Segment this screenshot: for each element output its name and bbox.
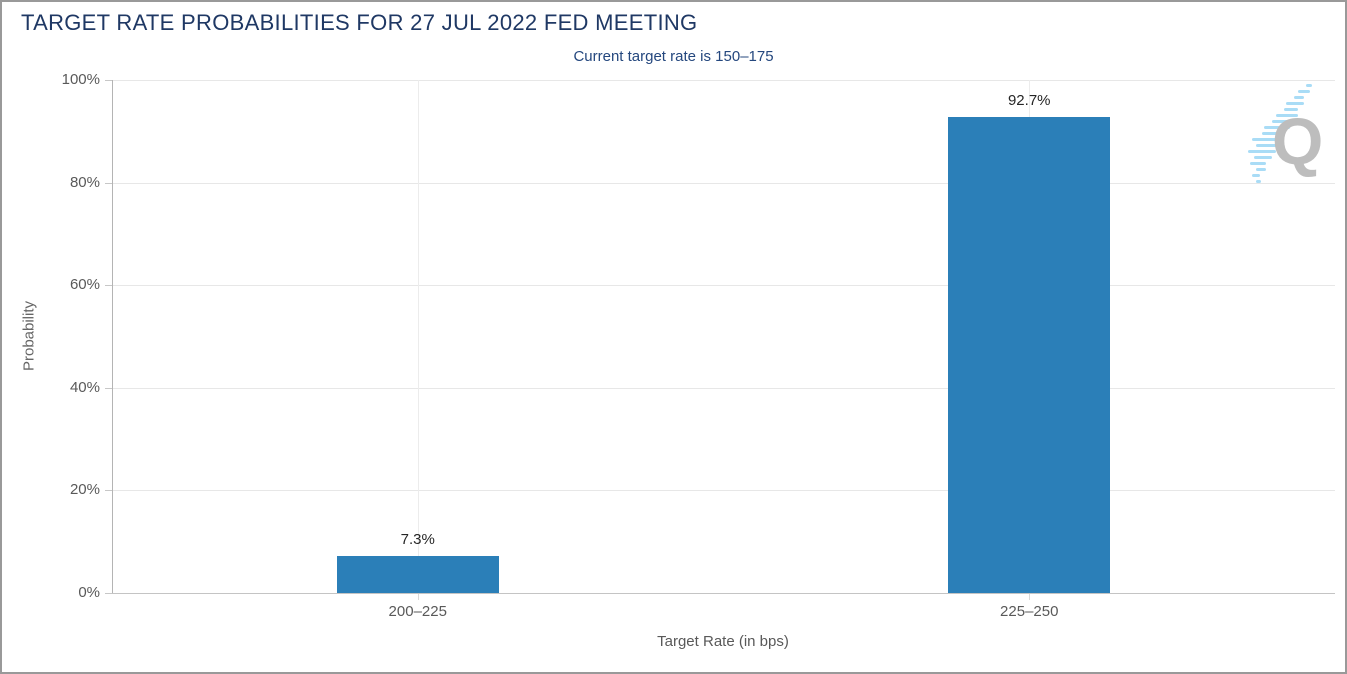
gridline-vertical [417,80,419,593]
bar-200–225 [336,555,499,593]
gridline-horizontal [112,387,1335,389]
y-tick-label: 100% [61,71,100,88]
gridline-horizontal [112,490,1335,492]
y-axis-tick [105,285,112,287]
gridline-horizontal [112,285,1335,287]
x-axis-tick [1029,594,1031,600]
y-tick-label: 60% [69,276,100,294]
y-tick-label: 80% [69,173,100,191]
x-axis-tick [417,594,419,600]
gridline-horizontal [112,182,1335,184]
quikstrike-watermark-logo: Q [1242,82,1342,194]
y-tick-label: 20% [69,481,100,499]
chart-title: TARGET RATE PROBABILITIES FOR 27 JUL 202… [21,10,698,35]
x-axis-title: Target Rate (in bps) [657,633,789,650]
y-tick-label: 40% [69,378,100,396]
y-axis-tick [105,490,112,492]
bar-value-label: 7.3% [400,530,435,548]
x-axis-baseline [112,593,1335,594]
y-tick-label: 0% [78,584,100,601]
q-logo-letter: Q [1272,104,1324,178]
y-axis-tick [105,387,112,389]
x-tick-label: 200–225 [388,603,447,620]
y-axis-line [112,80,113,594]
bar-value-label: 92.7% [1007,92,1051,110]
y-axis-tick [105,593,112,594]
chart-subtitle: Current target rate is 150–175 [573,48,774,65]
x-tick-label: 225–250 [1000,603,1059,620]
logo-lightning-dashes-icon [1248,84,1312,183]
bar-225–250 [948,117,1111,593]
y-axis-tick [105,80,112,81]
y-axis-tick [105,182,112,184]
gridline-horizontal [112,80,1335,81]
